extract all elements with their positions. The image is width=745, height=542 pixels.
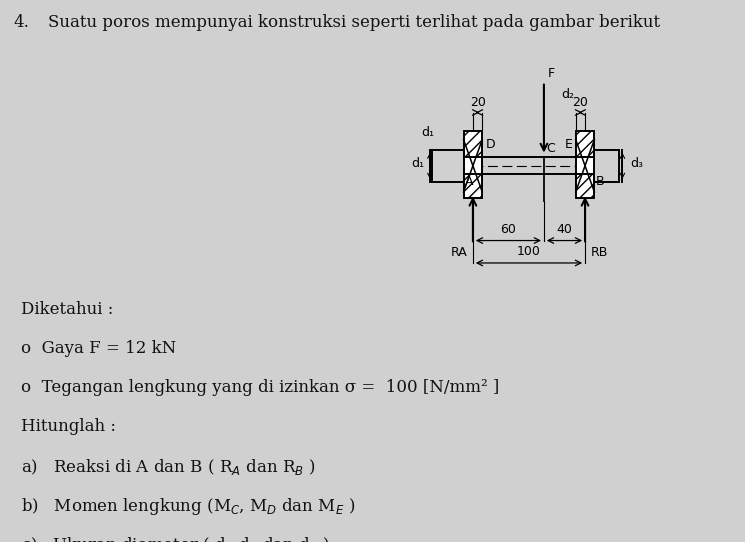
Text: B: B <box>596 175 605 188</box>
Text: d₃: d₃ <box>630 157 643 170</box>
Bar <box>576 131 595 157</box>
Text: 100: 100 <box>517 246 541 259</box>
Text: 60: 60 <box>501 223 516 236</box>
Text: RA: RA <box>451 246 467 259</box>
Text: D: D <box>486 138 495 151</box>
Bar <box>463 131 482 157</box>
Bar <box>576 174 595 198</box>
Bar <box>463 140 482 192</box>
Text: Hitunglah :: Hitunglah : <box>21 418 116 435</box>
Bar <box>463 174 482 198</box>
Text: 20: 20 <box>469 96 486 109</box>
Bar <box>576 140 595 192</box>
Text: Suatu poros mempunyai konstruksi seperti terlihat pada gambar berikut: Suatu poros mempunyai konstruksi seperti… <box>48 14 661 30</box>
Text: d₁: d₁ <box>411 157 425 170</box>
Text: b)   Momen lengkung (M$_C$, M$_D$ dan M$_E$ ): b) Momen lengkung (M$_C$, M$_D$ dan M$_E… <box>21 496 355 517</box>
Text: d₂: d₂ <box>562 88 574 101</box>
Text: 40: 40 <box>557 223 572 236</box>
Text: E: E <box>565 138 573 151</box>
Text: c)   Ukuran diameter ( d$_1$ d$_2$ dan d$_3$ ): c) Ukuran diameter ( d$_1$ d$_2$ dan d$_… <box>21 535 330 542</box>
Text: F: F <box>548 67 555 80</box>
Text: C: C <box>547 143 556 156</box>
Text: a)   Reaksi di A dan B ( R$_A$ dan R$_B$ ): a) Reaksi di A dan B ( R$_A$ dan R$_B$ ) <box>21 457 316 477</box>
Text: d₁: d₁ <box>422 126 434 139</box>
Text: RB: RB <box>591 246 608 259</box>
Text: 20: 20 <box>572 96 589 109</box>
Text: o  Tegangan lengkung yang di izinkan σ =  100 [N/mm² ]: o Tegangan lengkung yang di izinkan σ = … <box>21 379 499 396</box>
Text: Diketahui :: Diketahui : <box>21 301 113 318</box>
Text: 4.: 4. <box>13 14 29 30</box>
Text: A: A <box>464 175 473 188</box>
Text: o  Gaya F = 12 kN: o Gaya F = 12 kN <box>21 340 176 357</box>
